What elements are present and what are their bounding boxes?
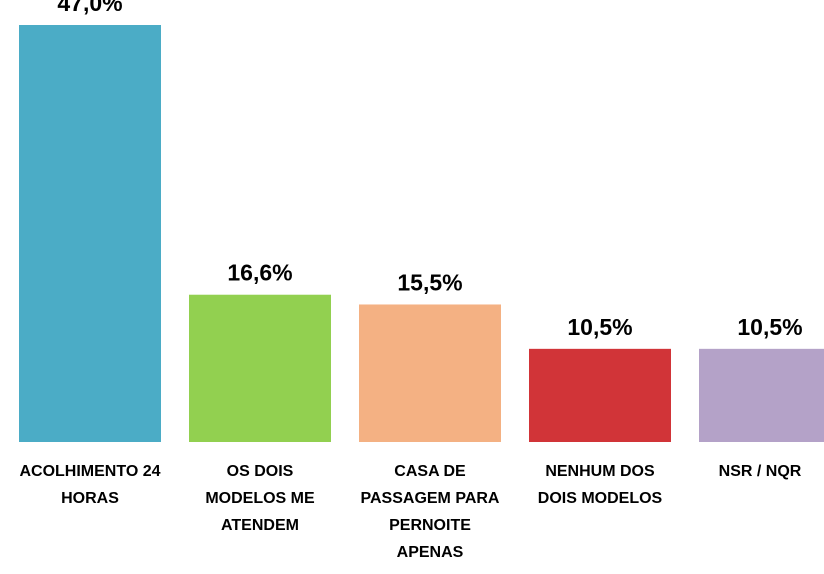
bar (529, 348, 671, 442)
value-label: 15,5% (397, 269, 462, 295)
value-label: 16,6% (227, 260, 292, 286)
value-label: 10,5% (567, 314, 632, 340)
x-tick-label: NSR / NQR (718, 463, 802, 480)
value-label: 10,5% (737, 314, 802, 340)
bar (189, 294, 331, 442)
x-tick-label: NENHUM DOS DOIS MODELOS (537, 463, 663, 507)
x-tick-label: CASA DE PASSAGEM PARA PERNOITE APENAS (360, 463, 500, 561)
bar (699, 348, 824, 442)
x-tick-label: OS DOIS MODELOS ME ATENDEM (205, 463, 315, 534)
bar (19, 25, 161, 442)
x-tick-label: ACOLHIMENTO 24 HORAS (19, 463, 161, 507)
bar (359, 304, 501, 442)
value-label: 47,0% (57, 0, 122, 16)
